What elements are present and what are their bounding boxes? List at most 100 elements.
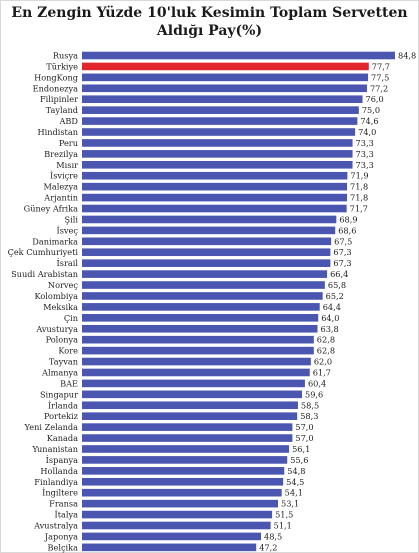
bar (82, 106, 359, 114)
bar (82, 401, 298, 410)
value-label: 67,5 (334, 236, 352, 246)
category-label: İsrail (57, 258, 79, 268)
value-label: 59,6 (305, 389, 323, 399)
category-label: İspanya (46, 455, 78, 465)
bar (82, 281, 325, 289)
category-label: Şili (65, 214, 79, 224)
bar (82, 128, 356, 136)
category-label: Norveç (48, 280, 78, 290)
value-label: 76,0 (366, 94, 384, 104)
bar (82, 368, 310, 377)
value-label: 74,6 (360, 116, 378, 126)
bar (82, 445, 290, 453)
category-label: Hindistan (37, 127, 78, 137)
value-label: 71,7 (350, 204, 368, 214)
category-label: Portekiz (44, 411, 79, 421)
bar (82, 324, 318, 333)
value-label: 67,3 (333, 258, 351, 268)
bar (82, 532, 262, 541)
value-label: 84,8 (398, 51, 416, 61)
value-label: 51,5 (275, 510, 293, 520)
category-label: Filipinler (40, 94, 78, 104)
category-label: Belçika (47, 542, 78, 552)
value-label: 75,0 (362, 105, 380, 115)
chart-title-line-1: En Zengin Yüzde 10'luk Kesimin Toplam Se… (11, 5, 408, 21)
value-label: 68,6 (338, 225, 356, 235)
bar (82, 543, 257, 552)
value-label: 57,0 (295, 433, 313, 443)
value-label: 74,0 (358, 127, 376, 137)
category-label: Polonya (46, 335, 79, 345)
category-label: Suudi Arabistan (11, 269, 79, 279)
bar (82, 95, 363, 104)
value-label: 62,8 (317, 346, 335, 356)
value-label: 67,3 (333, 247, 351, 257)
category-label: Tayland (46, 105, 78, 115)
value-label: 66,4 (330, 269, 348, 279)
category-label: İtalya (54, 510, 78, 520)
category-label: İrlanda (48, 400, 78, 410)
category-label: Çek Cumhuriyeti (8, 247, 79, 257)
category-label: Meksika (43, 302, 78, 312)
category-label: Tayvan (49, 357, 79, 367)
category-label: Türkiye (46, 61, 78, 71)
bar (82, 346, 314, 355)
category-label: Singapur (40, 389, 78, 399)
bar (82, 521, 271, 530)
bar (82, 182, 348, 191)
category-label: Rusya (53, 51, 78, 61)
value-label: 47,2 (259, 542, 277, 552)
bar (82, 259, 331, 267)
bar (82, 390, 302, 399)
bar (82, 292, 323, 300)
value-label: 58,5 (301, 400, 319, 410)
value-label: 73,3 (356, 160, 374, 170)
value-label: 54,8 (287, 466, 305, 476)
category-label: Brezilya (44, 149, 78, 159)
value-label: 62,8 (317, 335, 335, 345)
value-label: 54,5 (286, 477, 304, 487)
bar (82, 412, 298, 420)
value-label: 77,2 (370, 83, 388, 93)
category-label: Kolombiya (34, 291, 78, 301)
category-label: İngiltere (42, 488, 78, 498)
category-label: Kore (58, 346, 78, 356)
category-label: Çin (64, 313, 79, 323)
bar (82, 248, 331, 257)
value-label: 71,8 (350, 182, 368, 192)
bar (82, 357, 311, 366)
category-label: İsveç (57, 225, 79, 235)
value-label: 77,7 (372, 61, 390, 71)
bar (82, 215, 337, 224)
category-label: Kanada (47, 433, 78, 443)
bar (82, 51, 395, 60)
value-label: 65,8 (328, 280, 346, 290)
bar (82, 499, 278, 508)
bar (82, 467, 285, 475)
category-label: Japonya (44, 531, 78, 541)
bar (82, 510, 273, 519)
value-label: 54,1 (285, 488, 303, 498)
bar (82, 84, 367, 93)
bar (82, 161, 353, 169)
bar (82, 423, 293, 431)
bar (82, 379, 305, 388)
value-label: 48,5 (264, 531, 282, 541)
chart-title-line-2: Aldığı Pay(%) (156, 23, 263, 39)
bar-highlight (82, 62, 369, 71)
bar (82, 226, 336, 235)
value-label: 55,6 (290, 455, 308, 465)
value-label: 71,9 (350, 171, 368, 181)
value-label: 62,0 (314, 357, 332, 367)
category-label: Fransa (49, 499, 78, 509)
value-label: 57,0 (295, 422, 313, 432)
category-label: ABD (59, 116, 79, 126)
bar (82, 139, 353, 147)
category-label: Endonezya (33, 83, 78, 93)
bar (82, 456, 288, 464)
category-label: Arjantin (43, 193, 78, 203)
bar (82, 150, 353, 158)
value-label: 61,7 (313, 367, 331, 377)
chart-title: En Zengin Yüzde 10'luk Kesimin Toplam Se… (0, 4, 419, 40)
